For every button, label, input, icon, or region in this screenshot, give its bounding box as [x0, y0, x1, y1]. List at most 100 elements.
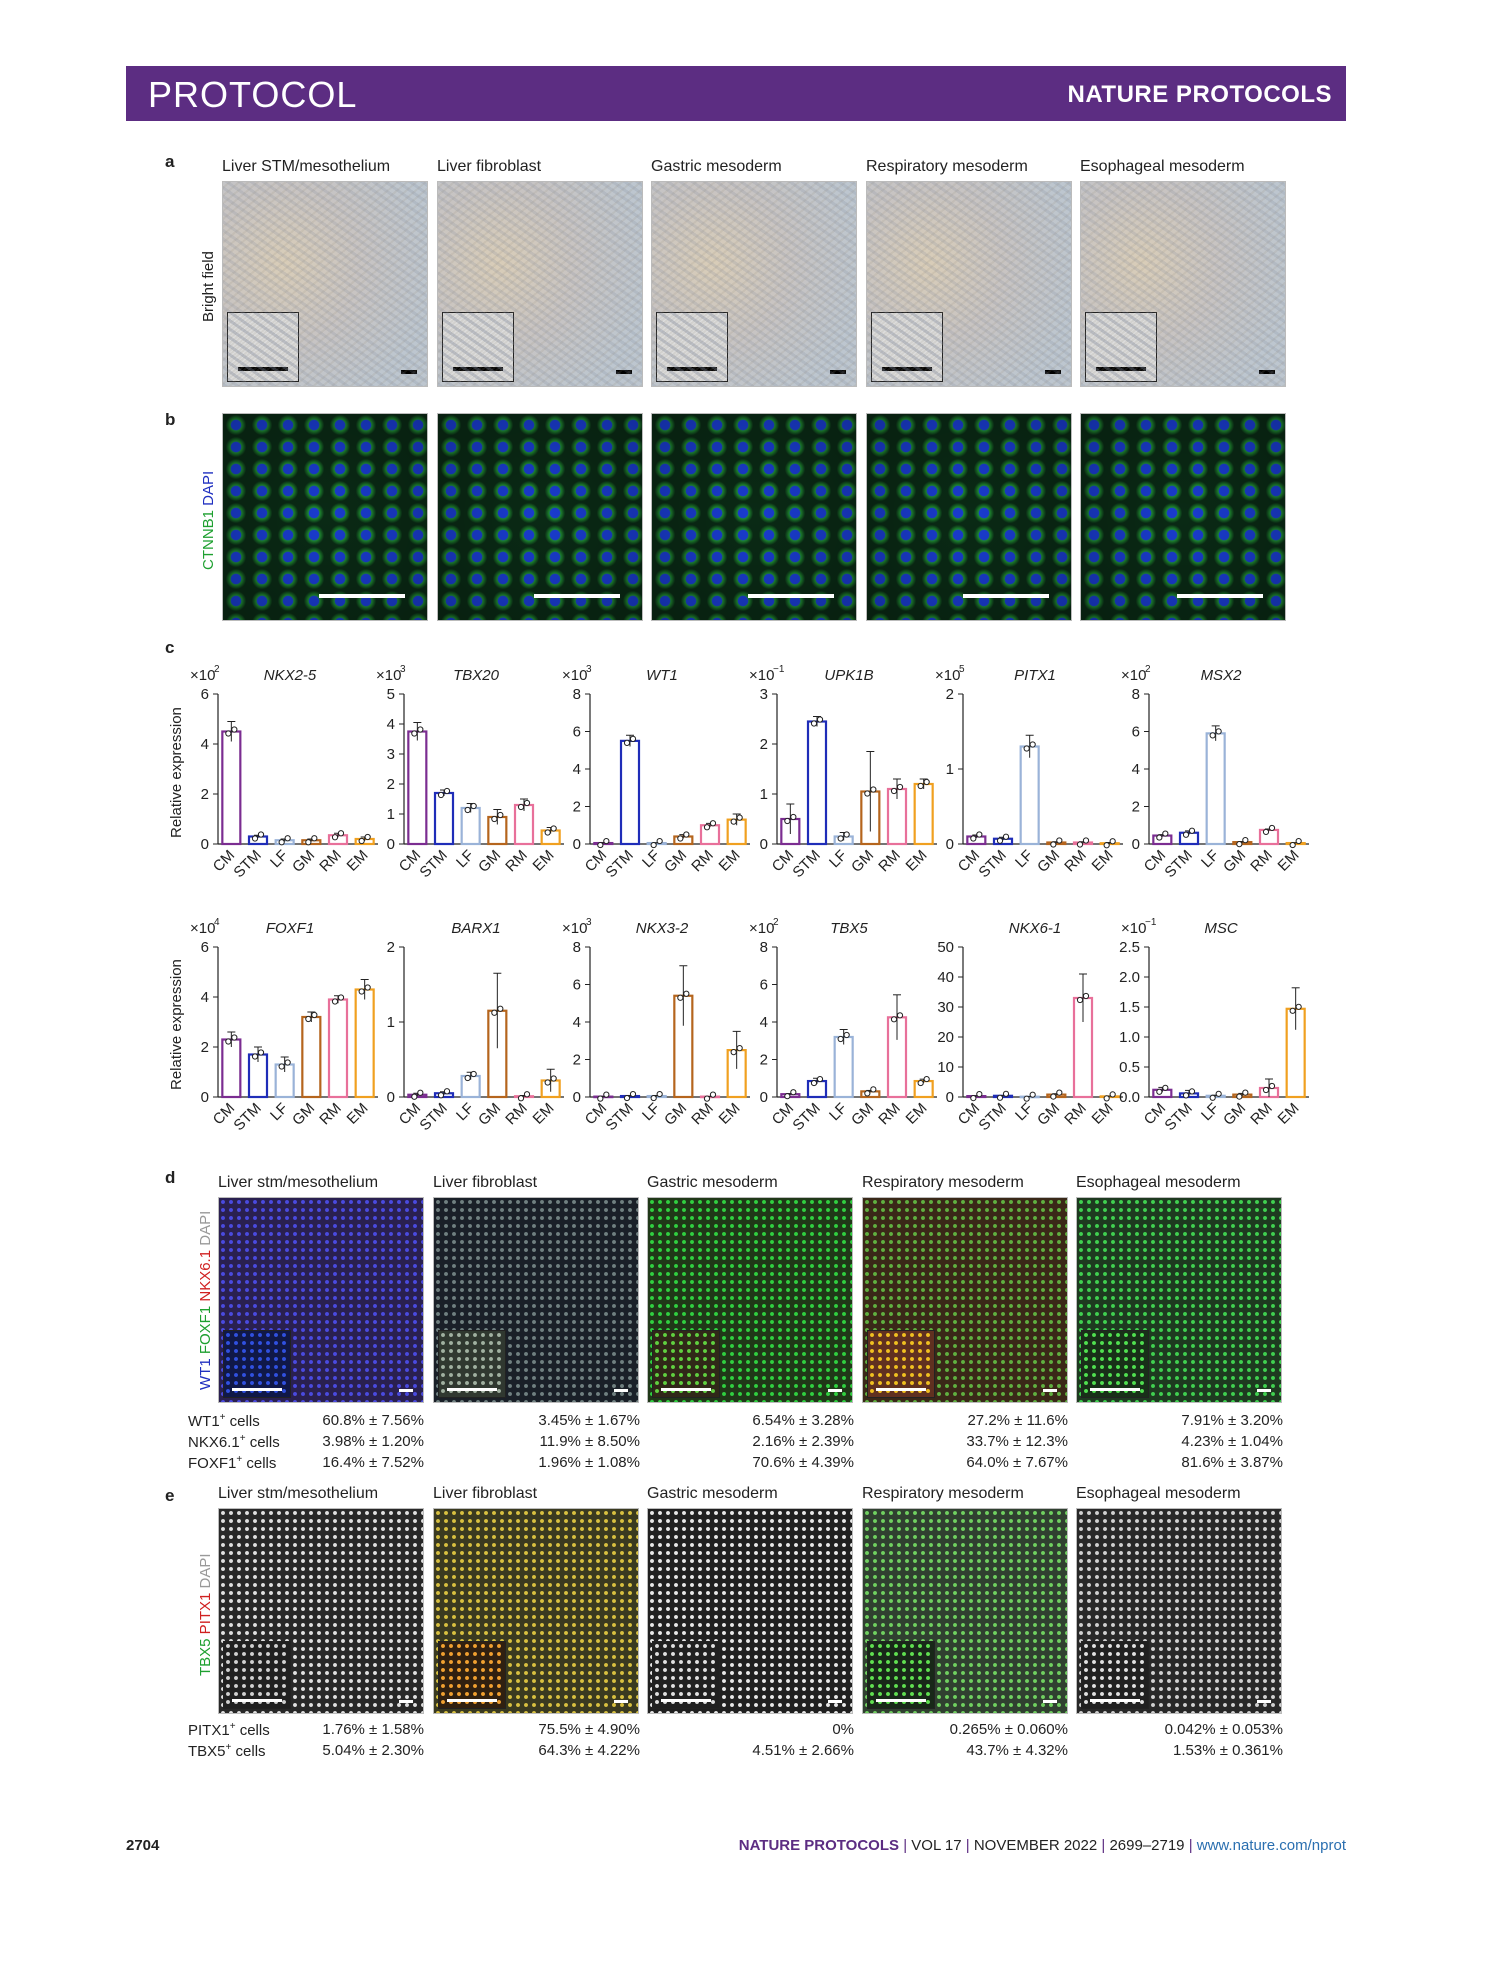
data-point: [896, 783, 904, 791]
panel_e-row-label: PITX1+ cells: [188, 1721, 270, 1739]
y-tick-label: 4: [201, 989, 209, 1006]
y-tick-label: 4: [760, 1014, 768, 1031]
data-point: [517, 803, 525, 811]
x-tick-label: LF: [1198, 1100, 1222, 1124]
scale-bar: [232, 1388, 282, 1391]
data-point: [1236, 841, 1243, 848]
y-tick-label: 2: [573, 799, 581, 816]
data-point: [523, 1091, 531, 1098]
data-point: [810, 1079, 818, 1087]
y-tick-label: 4: [573, 761, 581, 778]
brightfield-image: [1080, 181, 1286, 387]
ctnnb1-dapi-image: [866, 413, 1072, 621]
x-tick-label: RM: [875, 1100, 904, 1129]
tbx5-pitx1-image-inset: [652, 1641, 720, 1709]
data-point: [1002, 833, 1010, 840]
panel_e-value: 0%: [832, 1721, 854, 1738]
data-point: [1162, 1084, 1169, 1091]
x-tick-label: GM: [1220, 1100, 1249, 1129]
x-tick-label: LF: [1012, 1100, 1036, 1124]
data-point: [251, 835, 259, 842]
data-point: [305, 839, 312, 846]
data-point: [1050, 841, 1057, 848]
data-point: [623, 1094, 631, 1102]
page-number: 2704: [126, 1837, 160, 1854]
tbx5-pitx1-image-inset: [867, 1641, 935, 1709]
x-tick-label: RM: [1061, 847, 1090, 876]
panel_d-value: 7.91% ± 3.20%: [1181, 1412, 1283, 1429]
section-label: PROTOCOL: [148, 74, 358, 115]
x-tick-label: RM: [502, 847, 531, 876]
brightfield-image: [437, 181, 643, 387]
journal-name: NATURE PROTOCOLS: [1067, 81, 1332, 108]
data-point: [437, 791, 445, 799]
data-point: [523, 799, 531, 807]
ctnnb1-dapi-image: [437, 413, 643, 621]
data-point: [923, 1075, 930, 1083]
data-point: [816, 1075, 824, 1083]
panel_d-value: 1.96% ± 1.08%: [538, 1454, 640, 1471]
y-tick-label: 2: [946, 686, 954, 703]
data-point: [1209, 1094, 1216, 1101]
data-point: [870, 786, 877, 793]
data-point: [1242, 837, 1249, 844]
chart-title: TBX20: [453, 667, 500, 684]
panel-a-title: Liver STM/mesothelium: [222, 158, 391, 175]
x-tick-label: LF: [639, 1100, 663, 1124]
data-point: [970, 1095, 977, 1102]
data-point: [896, 1012, 904, 1019]
x-tick-label: STM: [1161, 847, 1195, 881]
data-point: [890, 787, 898, 795]
panel_d-value: 3.98% ± 1.20%: [322, 1433, 424, 1450]
panel-e-ylabel: TBX5 PITX1 DAPI: [197, 1553, 214, 1676]
data-point: [1029, 741, 1036, 748]
y-tick-label: 4: [387, 716, 395, 733]
data-point: [251, 1053, 259, 1060]
axis-multiplier: ×10: [749, 667, 774, 684]
scale-bar: [447, 1699, 497, 1702]
x-tick-label: STM: [416, 1100, 450, 1134]
image-vignette: [652, 414, 856, 620]
data-point: [491, 815, 498, 823]
axis-multiplier: ×10: [190, 920, 215, 937]
data-point: [544, 1079, 551, 1086]
data-point: [550, 1075, 557, 1082]
data-point: [278, 839, 285, 846]
panel_d-value: 6.54% ± 3.28%: [752, 1412, 854, 1429]
footer-url-link[interactable]: www.nature.com/nprot: [1196, 1837, 1346, 1854]
data-point: [790, 1089, 797, 1096]
panel-a-title: Gastric mesoderm: [651, 158, 782, 175]
x-tick-label: LF: [267, 847, 291, 871]
tbx5-pitx1-image-image: [433, 1508, 639, 1714]
axis-multiplier-exponent: 4: [214, 917, 220, 928]
x-tick-label: RM: [316, 1100, 345, 1129]
data-point: [837, 1035, 844, 1043]
scale-bar: [401, 370, 417, 374]
data-point: [784, 1093, 791, 1100]
y-tick-label: 2: [201, 786, 209, 803]
x-tick-label: EM: [344, 847, 372, 875]
x-tick-label: LF: [639, 847, 663, 871]
y-tick-label: 2: [387, 939, 395, 956]
data-point: [1029, 1091, 1036, 1098]
chart-title: UPK1B: [824, 667, 873, 684]
x-tick-label: RM: [316, 847, 345, 876]
x-tick-label: STM: [789, 1100, 823, 1134]
y-tick-label: 1: [387, 1014, 395, 1031]
data-point: [810, 720, 818, 727]
y-tick-label: 8: [573, 686, 581, 703]
data-point: [417, 1089, 424, 1096]
x-tick-label: RM: [688, 847, 717, 876]
scale-bar: [399, 1389, 413, 1392]
scale-bar: [399, 1700, 413, 1703]
tbx5-pitx1-image-inset: [223, 1641, 291, 1709]
panel_d-value: 70.6% ± 4.39%: [752, 1454, 854, 1471]
panel-a-title: Liver fibroblast: [437, 158, 542, 175]
chart-title: WT1: [646, 667, 678, 684]
data-point: [784, 817, 791, 825]
scale-bar: [882, 367, 932, 371]
